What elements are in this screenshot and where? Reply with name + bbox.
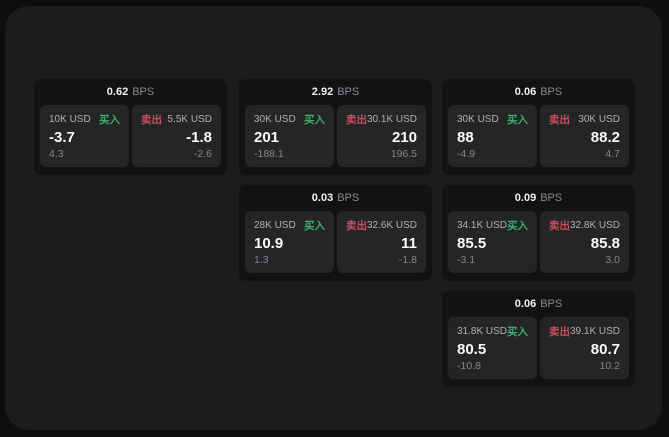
quote-card-2: 2.92 BPS 30K USD 买入 201 -188.1 卖出 30.1K … bbox=[239, 79, 432, 175]
sell-change: 10.2 bbox=[599, 359, 620, 372]
quote-card-6: 0.06 BPS 31.8K USD 买入 80.5 -10.8 卖出 39.1… bbox=[442, 291, 635, 387]
buy-size-label: 30K USD bbox=[254, 114, 296, 125]
buy-tile[interactable]: 31.8K USD 买入 80.5 -10.8 bbox=[448, 317, 537, 379]
quote-card-5: 0.09 BPS 34.1K USD 买入 85.5 -3.1 卖出 32.8K… bbox=[442, 185, 635, 281]
sell-price: 85.8 bbox=[590, 235, 620, 253]
bps-header: 0.62 BPS bbox=[34, 79, 227, 105]
sell-size-label: 39.1K USD bbox=[569, 326, 621, 337]
buy-label: 买入 bbox=[507, 114, 528, 126]
sell-label: 卖出 bbox=[141, 114, 162, 126]
quotes-panel: 0.62 BPS 10K USD 买入 -3.7 4.3 卖出 5.5K USD… bbox=[5, 6, 662, 430]
buy-change: -3.1 bbox=[457, 253, 476, 266]
bps-value: 0.62 bbox=[106, 86, 129, 98]
buy-price: 80.5 bbox=[457, 341, 487, 359]
sell-price: 80.7 bbox=[590, 341, 620, 359]
sell-tile[interactable]: 卖出 32.8K USD 85.8 3.0 bbox=[540, 211, 629, 273]
bps-header: 0.03 BPS bbox=[239, 185, 432, 211]
bps-unit-label: BPS bbox=[132, 86, 155, 98]
sell-price: -1.8 bbox=[186, 129, 212, 147]
sell-label: 卖出 bbox=[346, 220, 367, 232]
sell-size-label: 30K USD bbox=[578, 114, 620, 125]
sell-size-label: 30.1K USD bbox=[366, 114, 418, 125]
sell-tile[interactable]: 卖出 5.5K USD -1.8 -2.6 bbox=[132, 105, 221, 167]
sell-change: 196.5 bbox=[390, 147, 417, 160]
quote-card-1: 0.62 BPS 10K USD 买入 -3.7 4.3 卖出 5.5K USD… bbox=[34, 79, 227, 175]
buy-tile[interactable]: 30K USD 买入 201 -188.1 bbox=[245, 105, 334, 167]
sell-change: 3.0 bbox=[605, 253, 620, 266]
bps-unit-label: BPS bbox=[540, 298, 563, 310]
bps-header: 2.92 BPS bbox=[239, 79, 432, 105]
bps-value: 0.09 bbox=[514, 192, 537, 204]
buy-price: -3.7 bbox=[49, 129, 75, 147]
quote-card-4: 0.03 BPS 28K USD 买入 10.9 1.3 卖出 32.6K US… bbox=[239, 185, 432, 281]
buy-change: 1.3 bbox=[254, 253, 269, 266]
bps-header: 0.06 BPS bbox=[442, 291, 635, 317]
buy-change: -4.9 bbox=[457, 147, 476, 160]
buy-tile[interactable]: 28K USD 买入 10.9 1.3 bbox=[245, 211, 334, 273]
buy-size-label: 30K USD bbox=[457, 114, 499, 125]
buy-size-label: 34.1K USD bbox=[457, 220, 508, 231]
buy-price: 10.9 bbox=[254, 235, 284, 253]
buy-change: 4.3 bbox=[49, 147, 64, 160]
buy-label: 买入 bbox=[507, 326, 529, 338]
buy-size-label: 28K USD bbox=[254, 220, 296, 231]
buy-size-label: 10K USD bbox=[49, 114, 91, 125]
sell-price: 88.2 bbox=[590, 129, 620, 147]
bps-unit-label: BPS bbox=[540, 86, 563, 98]
buy-price: 201 bbox=[254, 129, 280, 147]
bps-value: 0.06 bbox=[514, 86, 537, 98]
sell-tile[interactable]: 卖出 30K USD 88.2 4.7 bbox=[540, 105, 629, 167]
sell-size-label: 32.8K USD bbox=[569, 220, 621, 231]
bps-unit-label: BPS bbox=[337, 192, 360, 204]
sell-tile[interactable]: 卖出 30.1K USD 210 196.5 bbox=[337, 105, 426, 167]
buy-tile[interactable]: 34.1K USD 买入 85.5 -3.1 bbox=[448, 211, 537, 273]
sell-price: 11 bbox=[401, 235, 417, 253]
bps-unit-label: BPS bbox=[540, 192, 563, 204]
bps-value: 0.06 bbox=[514, 298, 537, 310]
sell-tile[interactable]: 卖出 32.6K USD 11 -1.8 bbox=[337, 211, 426, 273]
bps-value: 2.92 bbox=[311, 86, 334, 98]
quote-card-3: 0.06 BPS 30K USD 买入 88 -4.9 卖出 30K USD 8… bbox=[442, 79, 635, 175]
bps-value: 0.03 bbox=[311, 192, 334, 204]
sell-label: 卖出 bbox=[346, 114, 367, 126]
buy-price: 88 bbox=[457, 129, 474, 147]
sell-price: 210 bbox=[391, 129, 417, 147]
sell-label: 卖出 bbox=[549, 114, 570, 126]
sell-tile[interactable]: 卖出 39.1K USD 80.7 10.2 bbox=[540, 317, 629, 379]
sell-label: 卖出 bbox=[549, 326, 570, 338]
sell-size-label: 32.6K USD bbox=[366, 220, 418, 231]
buy-price: 85.5 bbox=[457, 235, 487, 253]
sell-change: -1.8 bbox=[398, 253, 417, 266]
buy-label: 买入 bbox=[304, 220, 325, 232]
buy-label: 买入 bbox=[99, 114, 120, 126]
buy-change: -188.1 bbox=[254, 147, 284, 160]
buy-tile[interactable]: 10K USD 买入 -3.7 4.3 bbox=[40, 105, 129, 167]
buy-label: 买入 bbox=[304, 114, 325, 126]
sell-change: -2.6 bbox=[193, 147, 212, 160]
buy-label: 买入 bbox=[507, 220, 529, 232]
sell-change: 4.7 bbox=[605, 147, 620, 160]
buy-size-label: 31.8K USD bbox=[457, 326, 508, 337]
sell-size-label: 5.5K USD bbox=[167, 114, 212, 125]
sell-label: 卖出 bbox=[549, 220, 570, 232]
bps-header: 0.09 BPS bbox=[442, 185, 635, 211]
buy-tile[interactable]: 30K USD 买入 88 -4.9 bbox=[448, 105, 537, 167]
bps-unit-label: BPS bbox=[337, 86, 360, 98]
buy-change: -10.8 bbox=[457, 359, 481, 372]
bps-header: 0.06 BPS bbox=[442, 79, 635, 105]
